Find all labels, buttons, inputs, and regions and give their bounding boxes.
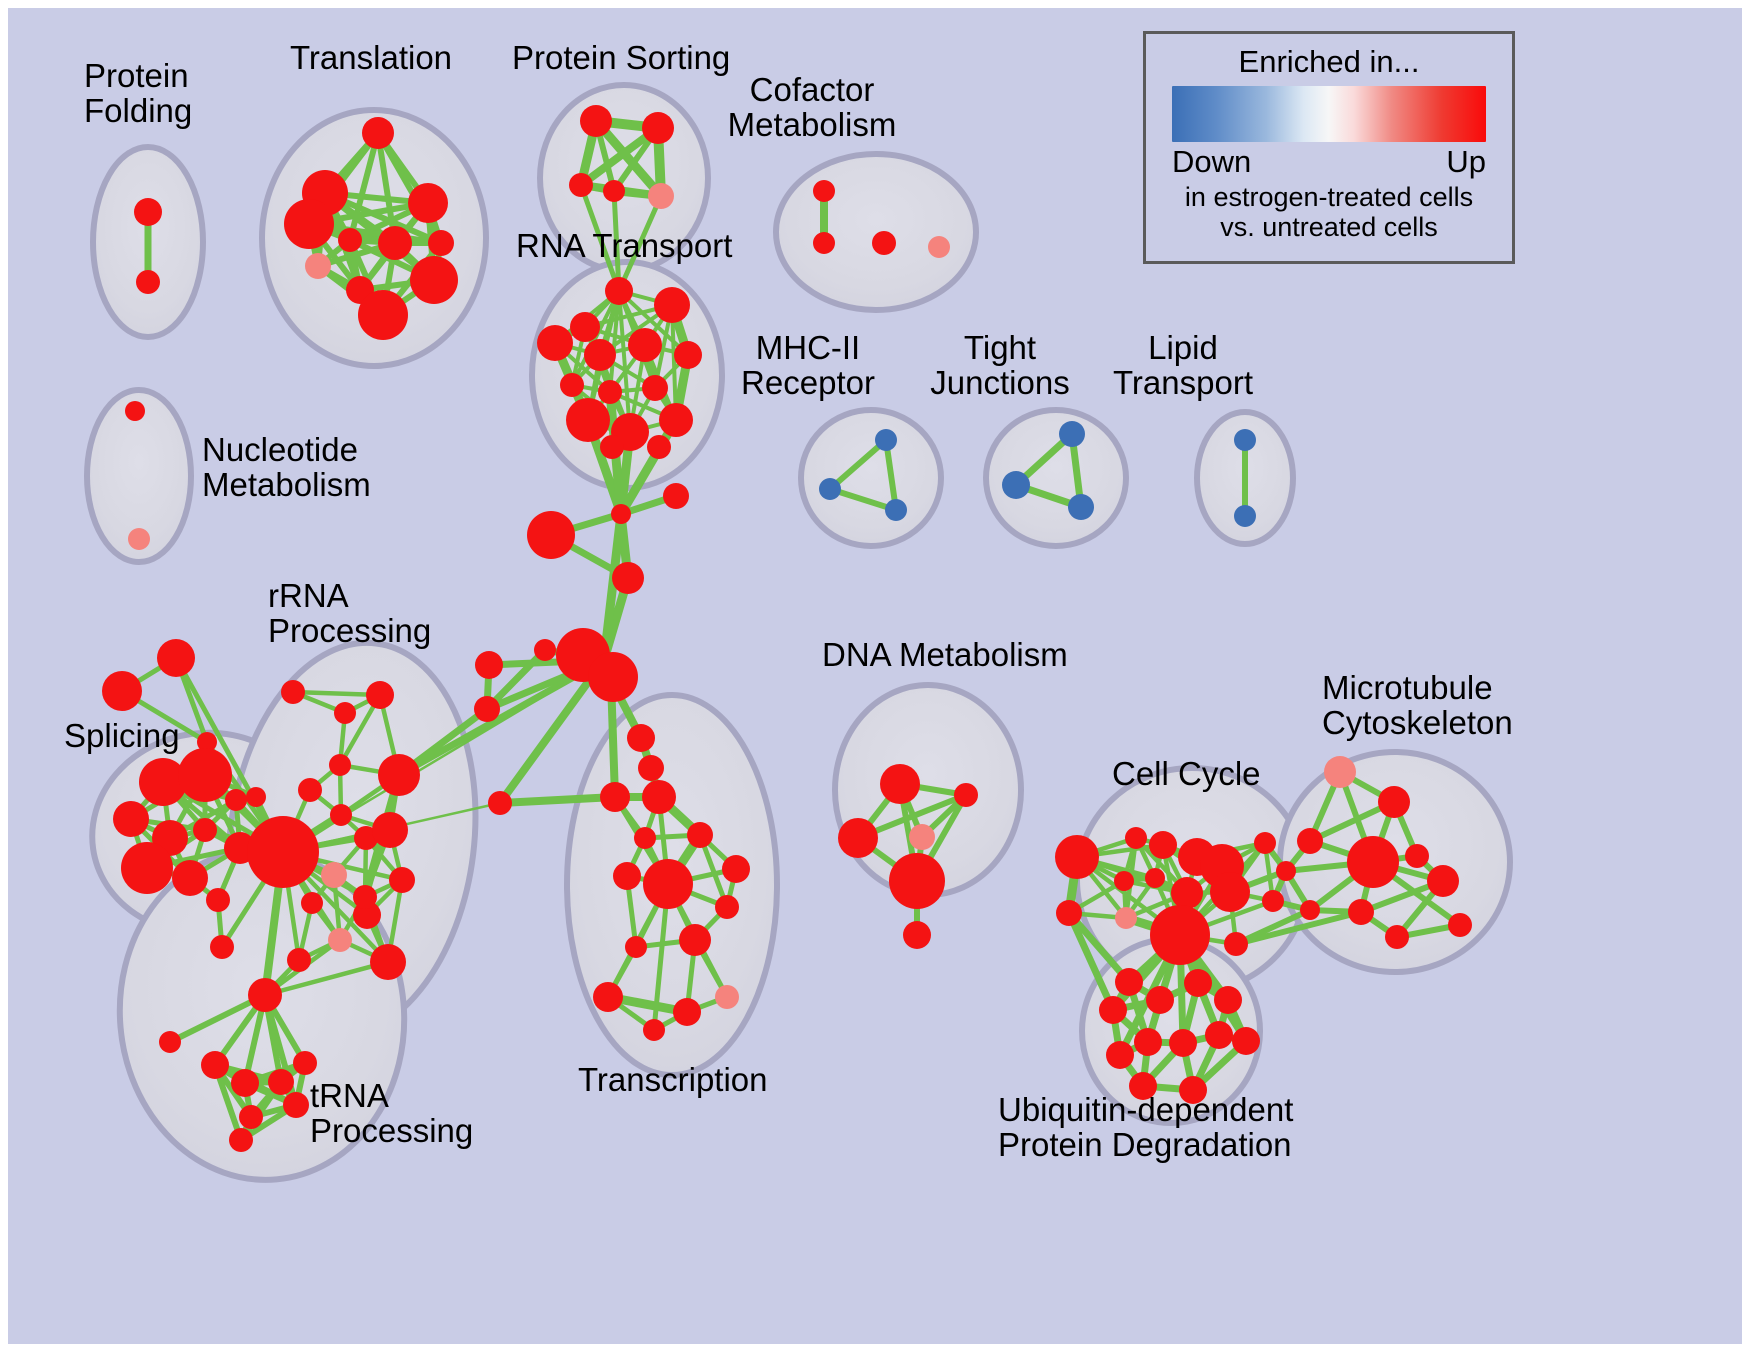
cluster-ellipse-nucleotide-metabolism bbox=[84, 387, 194, 565]
nodes-ubiquitin bbox=[1099, 968, 1260, 1104]
nodes-lipid-transport bbox=[1234, 429, 1256, 527]
edges-mhc-ii bbox=[827, 437, 899, 513]
cluster-label-rna-transport: RNA Transport bbox=[516, 227, 733, 264]
legend-subtitle-line-1: in estrogen-treated cells bbox=[1184, 182, 1474, 212]
network-nodes bbox=[102, 105, 1472, 1152]
cluster-label-protein-sorting: Protein Sorting bbox=[512, 39, 731, 76]
legend-title: Enriched in... bbox=[1238, 44, 1420, 79]
nodes-protein-folding bbox=[134, 198, 162, 294]
cluster-label-cofactor-metabolism: Cofactor Metabolism bbox=[727, 71, 897, 144]
nodes-cell-cycle bbox=[1055, 827, 1284, 965]
cluster-label-rrna-processing: rRNA Processing bbox=[268, 577, 432, 650]
cluster-label-microtubule-cytoskeleton: Microtubule Cytoskeleton bbox=[1322, 669, 1513, 742]
nodes-microtubule bbox=[1276, 756, 1472, 949]
cluster-label-trna-processing: tRNA Processing bbox=[310, 1077, 474, 1150]
cluster-label-cell-cycle: Cell Cycle bbox=[1112, 755, 1261, 792]
nodes-trna-processing bbox=[159, 1031, 317, 1152]
nodes-transcription bbox=[593, 724, 750, 1041]
nodes-tight-junctions bbox=[1002, 421, 1094, 520]
cluster-label-splicing: Splicing bbox=[64, 717, 180, 754]
nodes-splicing bbox=[102, 639, 266, 959]
nodes-translation bbox=[284, 117, 458, 340]
legend-subtitle-line-2: vs. untreated cells bbox=[1220, 212, 1438, 243]
legend-high-label: Up bbox=[1446, 144, 1486, 179]
legend-color-gradient-bar bbox=[1172, 86, 1486, 142]
legend-box: Enriched in... Down Up in estrogen-treat… bbox=[1143, 31, 1515, 264]
legend-endpoint-labels: Down Up bbox=[1172, 144, 1486, 180]
legend-low-label: Down bbox=[1172, 144, 1252, 179]
nodes-rna-transport bbox=[537, 277, 702, 459]
cluster-label-nucleotide-metabolism: Nucleotide Metabolism bbox=[202, 431, 371, 504]
edges-sorting-to-transport bbox=[578, 182, 664, 294]
nodes-central-spine bbox=[474, 483, 689, 815]
cluster-label-dna-metabolism: DNA Metabolism bbox=[822, 636, 1068, 673]
cluster-label-tight-junctions: Tight Junctions bbox=[930, 329, 1070, 402]
cluster-label-mhc-ii-receptor: MHC-II Receptor bbox=[741, 329, 875, 402]
cluster-label-lipid-transport: Lipid Transport bbox=[1113, 329, 1253, 402]
nodes-cofactor-metabolism bbox=[813, 180, 950, 258]
cluster-label-translation: Translation bbox=[290, 39, 453, 76]
nodes-nucleotide-metabolism bbox=[125, 401, 150, 550]
nodes-protein-sorting bbox=[569, 105, 674, 209]
cluster-label-transcription: Transcription bbox=[578, 1061, 768, 1098]
cluster-ellipse-cofactor-metabolism bbox=[773, 151, 979, 313]
cluster-label-ubiquitin-degradation: Ubiquitin-dependent Protein Degradation bbox=[998, 1091, 1294, 1164]
nodes-rrna-processing bbox=[247, 680, 420, 1012]
cluster-label-protein-folding: Protein Folding bbox=[84, 57, 193, 130]
cluster-ellipse-mhc-ii bbox=[798, 407, 944, 549]
nodes-dna-metabolism bbox=[838, 764, 978, 949]
nodes-mhc-ii bbox=[819, 429, 907, 521]
